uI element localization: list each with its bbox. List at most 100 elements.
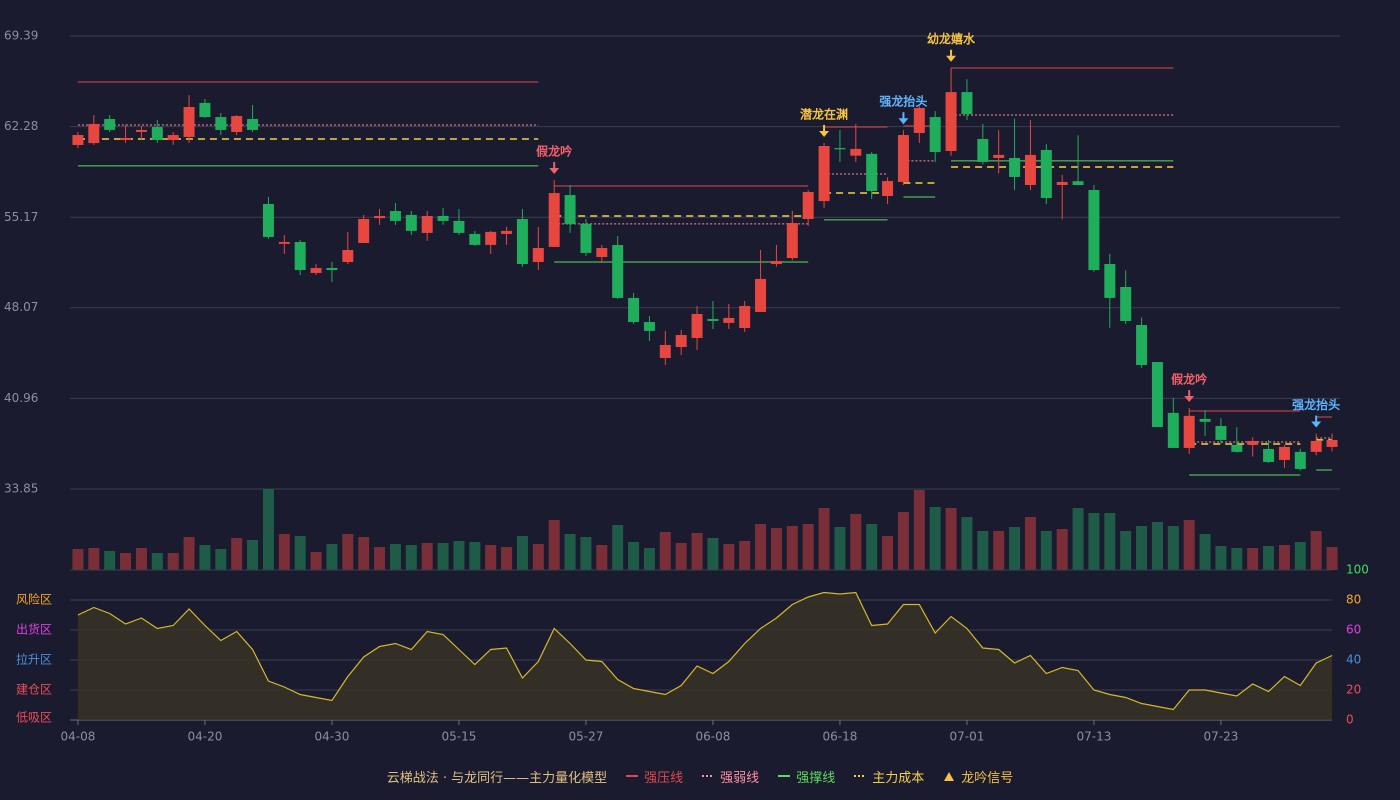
- candle-body: [818, 145, 830, 202]
- volume-bar: [691, 533, 703, 570]
- osc-tick-label: 0: [1346, 713, 1354, 727]
- candle-body: [1215, 426, 1227, 440]
- candle-body: [1278, 446, 1290, 460]
- legend-item: 强压线: [625, 767, 683, 786]
- candle-body: [342, 250, 354, 262]
- candle-body: [294, 241, 306, 271]
- osc-tick-label: 60: [1346, 623, 1361, 637]
- candle-body: [1056, 181, 1068, 186]
- volume-bar: [469, 542, 481, 570]
- candle-body: [199, 102, 211, 118]
- legend: 云梯战法 · 与龙同行——主力量化模型 强压线 强弱线 强撑线 主力成本 龙吟信号: [0, 766, 1400, 786]
- volume-bar: [453, 541, 465, 570]
- candle-body: [104, 118, 116, 130]
- signal-label: 强龙抬头: [879, 94, 927, 109]
- volume-bar: [1231, 548, 1243, 570]
- legend-item: 强撑线: [777, 767, 835, 786]
- zone-label: 风险区: [16, 592, 52, 607]
- candle-body: [278, 241, 290, 244]
- candle-body: [850, 148, 862, 156]
- candle-body: [993, 154, 1005, 158]
- volume-bar: [1056, 529, 1068, 570]
- candle-body: [1088, 189, 1100, 271]
- chart: 33.8540.9648.0755.1762.2869.39假龙吟潜龙在渊强龙抬…: [4, 29, 1369, 744]
- candle-body: [1326, 439, 1338, 447]
- candle-body: [1183, 415, 1195, 448]
- candle-body: [548, 193, 560, 247]
- volume-bar: [405, 545, 417, 570]
- volume-bar: [1326, 547, 1338, 570]
- candle-body: [215, 117, 227, 130]
- candle-body: [596, 247, 608, 258]
- volume-bar: [516, 536, 528, 570]
- volume-bar: [183, 537, 195, 570]
- zone-label: 拉升区: [16, 652, 52, 667]
- volume-bar: [326, 544, 338, 570]
- volume-bar: [342, 534, 354, 570]
- legend-item: 龙吟信号: [942, 767, 1013, 786]
- signal-arrow: [549, 168, 560, 175]
- candle-body: [612, 245, 624, 298]
- legend-text: 强弱线: [720, 770, 760, 786]
- candle-body: [262, 203, 274, 238]
- candle-body: [628, 297, 640, 323]
- legend-swatch: [944, 772, 955, 781]
- volume-bar: [802, 524, 814, 570]
- osc-line: [77, 591, 1333, 711]
- candle-body: [1263, 448, 1275, 462]
- x-tick-label: 07-23: [1204, 730, 1239, 744]
- candle-body: [1120, 286, 1132, 322]
- candle-body: [1136, 324, 1148, 365]
- candle-body: [723, 317, 735, 323]
- volume-bar: [421, 543, 433, 570]
- volume-bar: [1009, 527, 1021, 570]
- y-tick-label: 48.07: [4, 300, 38, 314]
- signal-label: 潜龙在渊: [800, 106, 848, 121]
- x-tick-label: 04-08: [61, 730, 96, 744]
- volume-bar: [897, 512, 909, 570]
- volume-bar: [485, 545, 497, 570]
- volume-bar: [628, 542, 640, 570]
- volume-bar: [580, 537, 592, 570]
- volume-bar: [1024, 517, 1036, 570]
- signal-label: 幼龙嬉水: [927, 31, 976, 46]
- candle-body: [1151, 362, 1163, 428]
- volume-bar: [1263, 546, 1275, 570]
- legend-text: 云梯战法 · 与龙同行——主力量化模型: [386, 770, 608, 786]
- volume-bar: [1151, 522, 1163, 570]
- candle-body: [643, 322, 655, 331]
- signal-label: 假龙吟: [1171, 372, 1207, 387]
- legend-text: 强压线: [644, 770, 684, 786]
- candle-body: [310, 267, 322, 273]
- signal-arrow: [1184, 396, 1195, 403]
- legend-text: 主力成本: [872, 770, 925, 786]
- volume-bar: [1072, 508, 1084, 570]
- volume-bar: [548, 520, 560, 570]
- candle-body: [866, 153, 878, 191]
- x-tick-label: 06-08: [696, 730, 731, 744]
- legend-swatch: [702, 775, 715, 777]
- candle-body: [1310, 440, 1322, 452]
- volume-bar: [437, 543, 449, 570]
- candle-body: [453, 220, 465, 233]
- candle-body: [183, 106, 195, 137]
- signal-arrow: [898, 118, 909, 125]
- volume-bar: [1120, 531, 1132, 570]
- volume-bar: [1167, 526, 1179, 570]
- volume-bar: [72, 549, 84, 570]
- volume-bar: [564, 534, 576, 570]
- candle-body: [151, 127, 163, 141]
- signal-arrow: [946, 55, 957, 62]
- volume-bar: [247, 540, 259, 570]
- volume-bar: [199, 545, 211, 570]
- candle-body: [532, 247, 544, 262]
- volume-bar: [1278, 545, 1290, 570]
- volume-bar: [358, 537, 370, 570]
- candle-body: [659, 344, 671, 358]
- volume-bar: [262, 489, 274, 570]
- candle-body: [929, 117, 941, 152]
- volume-bar: [310, 552, 322, 570]
- x-tick-label: 06-18: [823, 730, 858, 744]
- y-tick-label: 62.28: [4, 119, 38, 133]
- candle-body: [1072, 181, 1084, 186]
